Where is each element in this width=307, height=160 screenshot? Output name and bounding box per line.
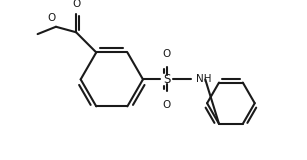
Text: O: O <box>47 13 56 23</box>
Text: O: O <box>163 100 171 110</box>
Text: O: O <box>72 0 80 9</box>
Text: S: S <box>163 73 170 86</box>
Text: O: O <box>163 49 171 59</box>
Text: NH: NH <box>196 74 212 84</box>
